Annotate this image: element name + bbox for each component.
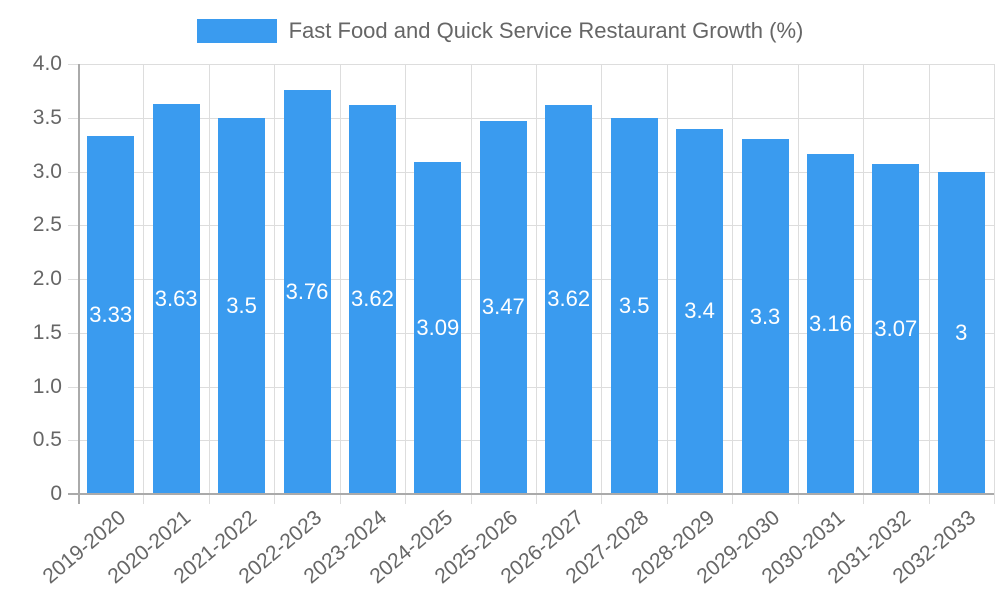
y-tick-label: 3.0 xyxy=(32,159,62,183)
gridline-vertical xyxy=(470,64,472,504)
gridline-horizontal xyxy=(68,225,994,227)
bar-value-label: 3.63 xyxy=(154,285,198,311)
gridline-horizontal xyxy=(68,386,994,388)
y-tick-label: 2.5 xyxy=(32,213,62,237)
bar-value-label: 3.47 xyxy=(481,294,525,320)
legend-label: Fast Food and Quick Service Restaurant G… xyxy=(288,18,804,43)
legend[interactable]: Fast Food and Quick Service Restaurant G… xyxy=(0,18,1000,44)
bar[interactable]: 3.4 xyxy=(676,128,724,494)
bar[interactable]: 3.3 xyxy=(741,139,789,494)
gridline-vertical xyxy=(405,64,407,504)
bar-value-label: 3 xyxy=(955,319,968,345)
gridline-vertical xyxy=(339,64,341,504)
legend-swatch xyxy=(196,19,277,43)
bar[interactable]: 3.76 xyxy=(283,89,331,494)
bar-value-label: 3.16 xyxy=(809,311,852,337)
gridline-horizontal xyxy=(68,279,994,280)
gridline-vertical xyxy=(666,64,668,504)
bar-value-label: 3.5 xyxy=(618,292,650,318)
bar[interactable]: 3.16 xyxy=(806,154,854,494)
x-axis xyxy=(68,493,994,495)
gridline-vertical xyxy=(732,64,734,504)
y-tick-label: 3.5 xyxy=(32,105,62,129)
bar[interactable]: 3.62 xyxy=(545,104,593,494)
gridline-vertical xyxy=(143,64,145,504)
gridline-vertical xyxy=(536,64,537,504)
gridline-vertical xyxy=(863,64,865,504)
bar-value-label: 3.33 xyxy=(89,302,133,328)
bar-value-label: 3.09 xyxy=(416,314,460,340)
bar[interactable]: 3.62 xyxy=(348,104,396,494)
bar-value-label: 3.5 xyxy=(226,292,257,318)
bar-value-label: 3.3 xyxy=(749,303,781,329)
y-tick-label: 2.0 xyxy=(32,267,62,290)
bar[interactable]: 3.07 xyxy=(872,163,920,494)
plot-area: 0 0.5 1.0 1.5 2.0 2.5 3.0 3.5 4.0 3.33 3.63 3.5 3.76… xyxy=(33,52,995,505)
bar[interactable]: 3.5 xyxy=(218,117,266,494)
gridline-horizontal xyxy=(68,64,994,65)
bar[interactable]: 3.09 xyxy=(414,161,462,494)
y-tick-label: 0.5 xyxy=(32,428,62,452)
y-tick-label: 0 xyxy=(50,482,62,505)
gridline-vertical xyxy=(274,64,276,504)
gridline-horizontal xyxy=(68,171,994,173)
bar[interactable]: 3 xyxy=(937,171,985,494)
y-tick-label: 1.0 xyxy=(32,374,62,398)
y-axis xyxy=(78,64,80,504)
gridline-vertical xyxy=(994,64,995,504)
bar[interactable]: 3.33 xyxy=(87,136,135,494)
bar-value-label: 3.62 xyxy=(547,286,591,312)
bar-value-label: 3.4 xyxy=(684,298,715,324)
gridline-vertical xyxy=(208,64,210,504)
bar-value-label: 3.07 xyxy=(874,315,918,341)
y-tick-label: 4.0 xyxy=(32,52,62,75)
bar-value-label: 3.76 xyxy=(285,278,329,304)
gridline-vertical xyxy=(928,64,930,504)
gridline-horizontal xyxy=(68,332,994,334)
gridline-horizontal xyxy=(68,440,994,442)
gridline-vertical xyxy=(601,64,603,504)
gridline-vertical xyxy=(797,64,799,504)
bar[interactable]: 3.5 xyxy=(610,117,658,494)
bar-value-label: 3.62 xyxy=(351,286,394,312)
bar[interactable]: 3.47 xyxy=(479,120,527,494)
bar[interactable]: 3.63 xyxy=(152,103,200,494)
y-tick-label: 1.5 xyxy=(32,320,62,344)
gridline-horizontal xyxy=(68,117,994,119)
